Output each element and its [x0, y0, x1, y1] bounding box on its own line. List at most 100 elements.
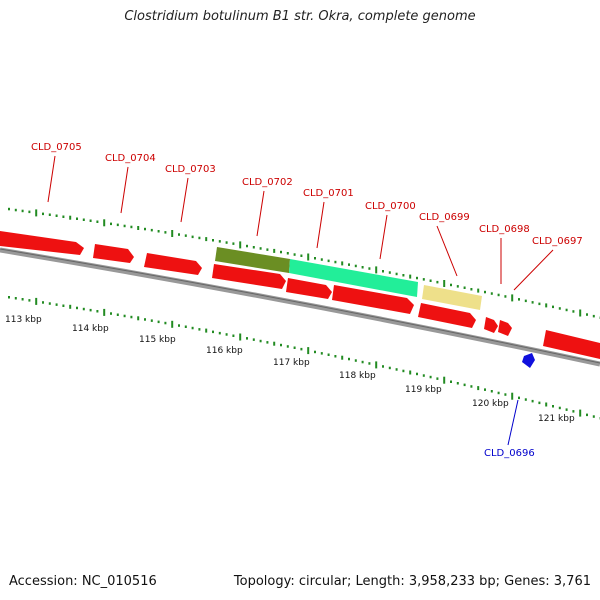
- scale-tick: [382, 365, 384, 368]
- gene-label[interactable]: CLD_0697: [532, 236, 583, 247]
- scale-tick: [103, 308, 106, 316]
- scale-tick: [409, 370, 412, 375]
- cds-feature[interactable]: [144, 253, 202, 275]
- scale-tick: [565, 308, 568, 312]
- scale-tick: [511, 392, 514, 400]
- scale-tick: [62, 304, 65, 307]
- gene-cld-0701-feature[interactable]: [289, 259, 418, 297]
- gene-label[interactable]: CLD_0701: [303, 188, 354, 199]
- scale-tick: [327, 353, 330, 356]
- scale-tick: [273, 341, 276, 346]
- scale-tick: [232, 334, 235, 337]
- scale-labels: 113 kbp 114 kbp 115 kbp 116 kbp 117 kbp …: [5, 315, 575, 424]
- scale-tick: [443, 376, 446, 384]
- scale-tick-label: 117 kbp: [273, 358, 310, 368]
- scale-tick: [531, 301, 534, 304]
- scale-tick: [225, 333, 228, 336]
- scale-tick: [463, 286, 466, 289]
- scale-tick: [218, 331, 221, 335]
- scale-tick: [96, 310, 99, 313]
- scale-tick: [48, 302, 51, 305]
- scale-tick: [150, 228, 153, 232]
- scale-tick: [28, 299, 31, 302]
- scale-tick: [586, 413, 588, 417]
- scale-tick: [314, 350, 316, 354]
- cds-feature[interactable]: [498, 320, 512, 336]
- scale-tick: [354, 264, 357, 268]
- gene-label[interactable]: CLD_0699: [419, 212, 470, 223]
- scale-tick: [300, 347, 303, 351]
- gene-cld-0699-feature[interactable]: [422, 285, 482, 310]
- gene-cld-0696-feature[interactable]: [522, 353, 535, 368]
- scale-tick: [14, 208, 17, 212]
- scale-tick: [69, 215, 72, 220]
- scale-tick: [198, 236, 201, 240]
- scale-tick: [477, 288, 480, 293]
- gene-label[interactable]: CLD_0704: [105, 153, 156, 164]
- scale-tick: [28, 210, 31, 214]
- gene-label[interactable]: CLD_0703: [165, 164, 216, 175]
- scale-tick-label: 119 kbp: [405, 385, 442, 395]
- scale-tick: [286, 345, 289, 348]
- forward-strand-features: [0, 231, 482, 310]
- scale-tick: [103, 219, 106, 227]
- gene-label[interactable]: CLD_0702: [242, 177, 293, 188]
- scale-tick: [538, 302, 541, 306]
- scale-tick: [212, 330, 214, 334]
- scale-tick: [96, 220, 99, 223]
- gene-label[interactable]: CLD_0700: [365, 201, 416, 212]
- scale-tick: [327, 259, 330, 263]
- cds-feature[interactable]: [418, 303, 476, 328]
- scale-tick: [137, 226, 140, 230]
- scale-tick: [144, 318, 146, 321]
- scale-tick: [144, 227, 146, 231]
- scale-tick: [130, 315, 133, 319]
- scale-tick: [375, 361, 378, 369]
- scale-tick: [191, 235, 194, 239]
- cds-feature[interactable]: [212, 264, 286, 289]
- scale-tick: [382, 270, 384, 273]
- scale-tick: [470, 288, 473, 291]
- scale-tick: [89, 219, 92, 222]
- scale-tick: [443, 280, 446, 287]
- scale-tick: [565, 408, 568, 411]
- scale-tick: [579, 309, 582, 317]
- cds-feature[interactable]: [93, 244, 134, 263]
- scale-tick: [416, 276, 418, 280]
- scale-tick: [239, 241, 242, 249]
- scale-tick: [395, 368, 398, 371]
- cds-feature[interactable]: [286, 278, 332, 299]
- scale-tick: [21, 209, 24, 213]
- scale-tick-label: 118 kbp: [339, 371, 376, 381]
- scale-tick: [348, 357, 350, 361]
- gene-label[interactable]: CLD_0705: [31, 142, 82, 153]
- scale-tick: [572, 310, 575, 313]
- scale-tick-label: 120 kbp: [472, 399, 509, 409]
- scale-tick: [232, 242, 235, 245]
- scale-tick: [150, 319, 153, 322]
- scale-tick: [164, 321, 167, 325]
- outer-tick-track: [8, 207, 600, 319]
- scale-tick: [552, 405, 554, 408]
- gene-label[interactable]: CLD_0698: [479, 224, 530, 235]
- cds-feature[interactable]: [0, 231, 84, 255]
- scale-tick: [490, 390, 493, 393]
- cds-feature[interactable]: [484, 317, 498, 333]
- scale-tick: [42, 212, 44, 216]
- map-title: Clostridium botulinum B1 str. Okra, comp…: [124, 9, 476, 24]
- scale-tick: [130, 225, 133, 229]
- scale-tick: [497, 391, 500, 395]
- scale-tick: [402, 369, 405, 373]
- scale-tick: [259, 247, 262, 250]
- scale-tick: [184, 325, 187, 328]
- label-leaders: [47, 155, 554, 446]
- scale-tick: [456, 285, 459, 288]
- scale-tick: [280, 250, 282, 254]
- cds-feature[interactable]: [543, 330, 600, 359]
- gene-cld-0702-feature[interactable]: [215, 247, 290, 273]
- cds-feature[interactable]: [332, 285, 414, 314]
- gene-label[interactable]: CLD_0696: [484, 448, 535, 459]
- scale-tick: [8, 207, 10, 211]
- scale-tick: [409, 274, 412, 279]
- scale-tick-label: 113 kbp: [5, 315, 42, 325]
